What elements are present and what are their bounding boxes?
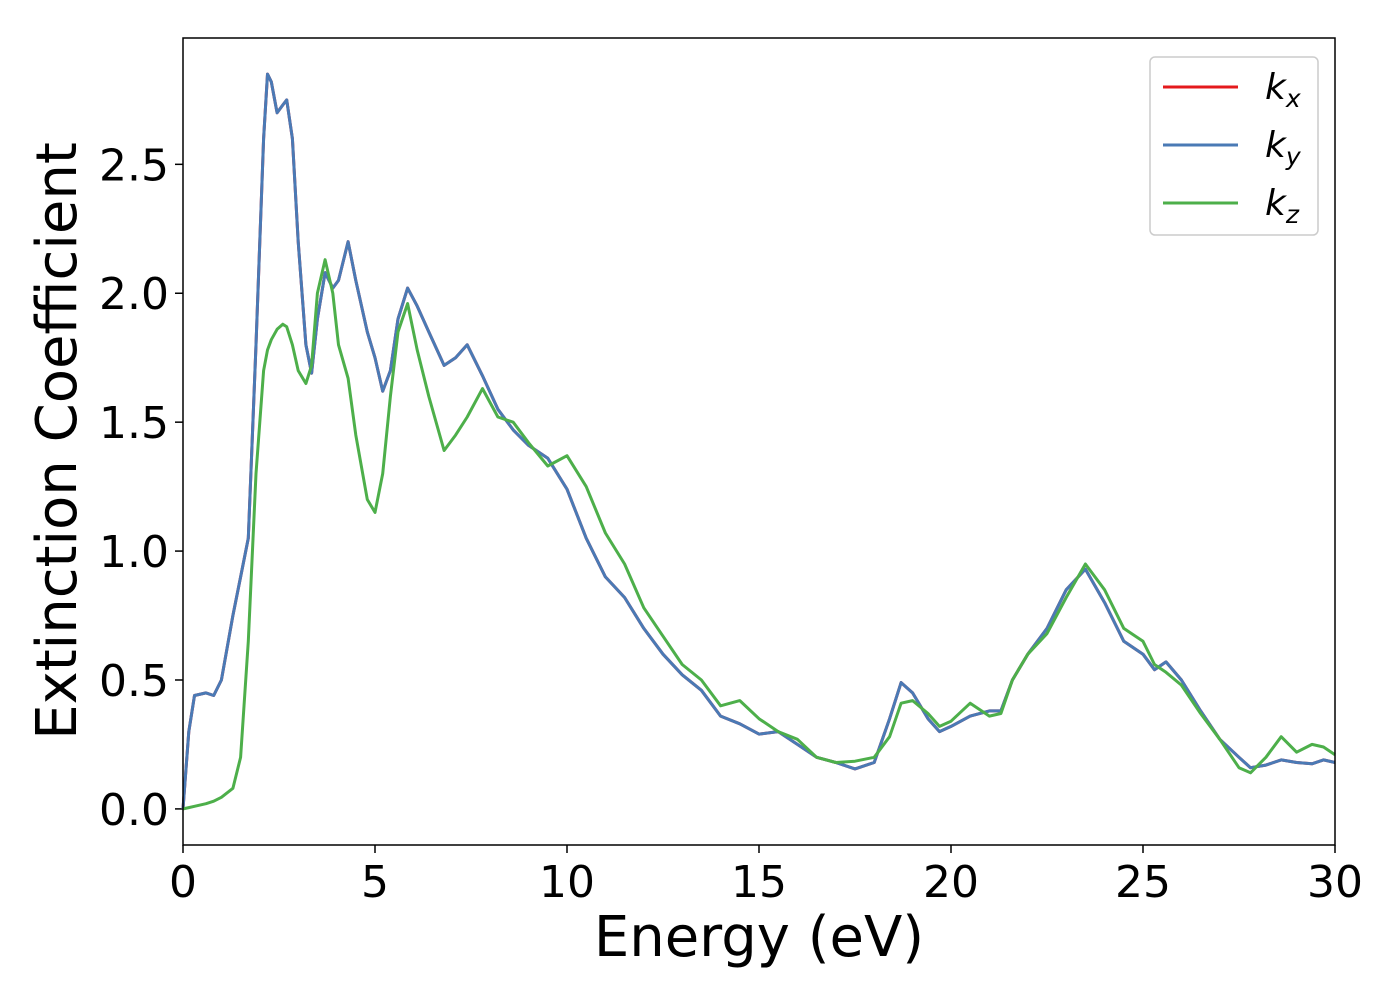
y-tick-label: 0.5: [99, 656, 169, 707]
y-tick-label: 0.0: [99, 785, 169, 836]
x-tick-label: 25: [1115, 857, 1171, 908]
series-line: [182, 258, 1336, 811]
y-tick-label: 1.5: [99, 398, 169, 449]
x-tick-label: 10: [539, 857, 595, 908]
x-tick-label: 30: [1307, 857, 1363, 908]
x-tick-label: 15: [731, 857, 787, 908]
legend-label: kx: [1265, 67, 1301, 113]
y-tick-label: 1.0: [99, 527, 169, 578]
x-axis-label: Energy (eV): [594, 905, 924, 970]
series-line: [181, 72, 1336, 810]
x-tick-label: 5: [361, 857, 389, 908]
y-tick-label: 2.5: [99, 140, 169, 191]
legend-label: ky: [1265, 125, 1302, 171]
plot-frame: [182, 37, 1336, 846]
x-tick-label: 0: [169, 857, 197, 908]
y-axis-label: Extinction Coefficient: [25, 142, 90, 740]
y-tick-label: 2.0: [99, 269, 169, 320]
x-tick-label: 20: [923, 857, 979, 908]
legend-label: kz: [1265, 183, 1300, 229]
